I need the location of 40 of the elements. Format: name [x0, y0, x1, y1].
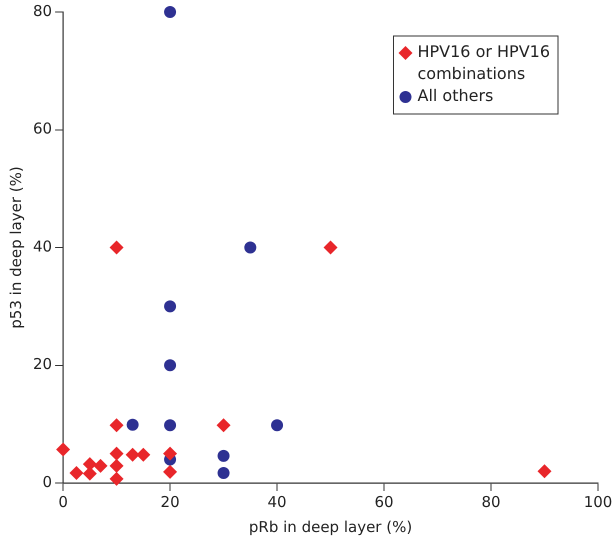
point: [324, 240, 338, 254]
x-tick-label: 20: [160, 492, 180, 511]
legend-label: HPV16 or HPV16 combinations: [417, 42, 550, 84]
point: [218, 466, 230, 479]
point: [164, 359, 176, 372]
point: [110, 458, 124, 473]
point: [244, 242, 256, 254]
y-tick-label: 80: [32, 2, 52, 20]
y-axis-title: p53 in deep layer (%): [6, 166, 25, 329]
y-tick-label: 0: [42, 472, 52, 491]
point: [163, 446, 178, 461]
x-tick-label: 80: [481, 492, 501, 511]
point: [164, 6, 176, 18]
point: [82, 466, 97, 481]
point: [56, 442, 70, 456]
point: [164, 300, 176, 312]
x-tick-label: 100: [584, 492, 612, 511]
x-tick-label: 40: [268, 492, 287, 511]
point: [110, 472, 124, 486]
x-tick-label: 60: [374, 492, 394, 511]
point: [110, 418, 124, 432]
point: [69, 466, 84, 480]
x-axis-title: pRb in deep layer (%): [248, 518, 412, 536]
point: [164, 419, 176, 432]
point: [126, 418, 139, 431]
legend-label: All others: [417, 86, 494, 106]
point: [110, 446, 124, 461]
point: [136, 448, 150, 462]
point: [163, 464, 178, 479]
point: [126, 448, 140, 462]
point: [216, 418, 231, 432]
point: [94, 458, 108, 473]
point: [538, 464, 552, 478]
y-tick-label: 20: [32, 355, 52, 374]
point: [110, 240, 124, 254]
point: [218, 450, 230, 462]
y-tick-label: 60: [32, 120, 52, 138]
x-tick-label: 0: [58, 492, 68, 511]
point: [271, 419, 284, 432]
y-tick-label: 40: [32, 237, 52, 256]
